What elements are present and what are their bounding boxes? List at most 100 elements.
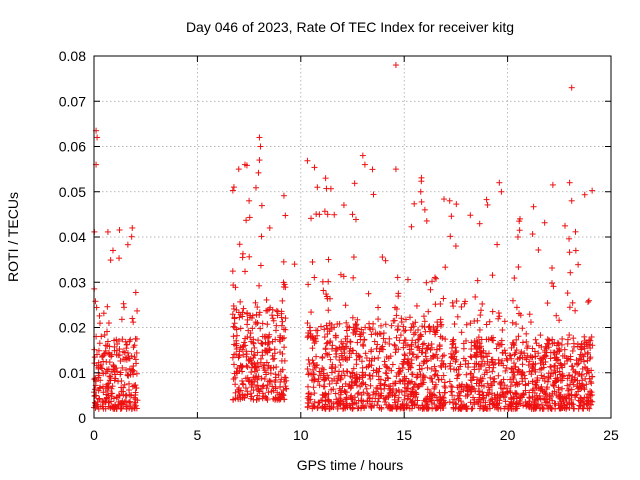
data-point — [431, 383, 438, 390]
data-point — [328, 386, 335, 393]
data-point — [559, 335, 566, 342]
data-point — [479, 300, 486, 307]
data-point — [230, 302, 237, 309]
data-point — [406, 350, 413, 357]
data-point — [263, 296, 270, 303]
data-point — [481, 371, 488, 378]
data-point — [311, 164, 318, 171]
data-point — [460, 340, 467, 347]
data-point — [327, 356, 334, 363]
data-point — [438, 357, 445, 364]
data-point — [281, 344, 288, 351]
data-point — [471, 366, 478, 373]
data-point — [241, 161, 248, 168]
data-point — [256, 388, 263, 395]
data-point — [240, 381, 247, 388]
data-point — [266, 377, 273, 384]
data-point — [322, 393, 329, 400]
data-point — [481, 404, 488, 411]
data-point — [246, 197, 253, 204]
data-point — [358, 380, 365, 387]
data-point — [474, 339, 481, 346]
data-point — [471, 351, 478, 358]
data-point — [551, 349, 558, 356]
data-point — [475, 396, 482, 403]
data-point — [581, 191, 588, 198]
data-point — [564, 336, 571, 343]
data-point — [552, 369, 559, 376]
data-point — [356, 353, 363, 360]
data-point — [423, 217, 430, 224]
data-point — [381, 381, 388, 388]
data-point — [334, 377, 341, 384]
data-point — [263, 359, 270, 366]
data-point — [94, 351, 101, 358]
data-point — [425, 308, 432, 315]
data-point — [282, 212, 289, 219]
data-point — [349, 395, 356, 402]
data-point — [333, 396, 340, 403]
data-point — [573, 391, 580, 398]
data-point — [263, 347, 270, 354]
data-point — [105, 392, 112, 399]
data-point — [377, 331, 384, 338]
data-point — [326, 380, 333, 387]
data-point — [131, 394, 138, 401]
data-point — [320, 366, 327, 373]
data-point — [398, 388, 405, 395]
data-point — [523, 338, 530, 345]
data-point — [511, 372, 518, 379]
data-point — [567, 353, 574, 360]
data-point — [496, 179, 503, 186]
data-point — [381, 358, 388, 365]
data-point — [448, 213, 455, 220]
data-point — [439, 335, 446, 342]
data-point — [538, 401, 545, 408]
data-point — [337, 346, 344, 353]
data-point — [307, 330, 314, 337]
data-point — [308, 309, 315, 316]
chart-title: Day 046 of 2023, Rate Of TEC Index for r… — [186, 19, 514, 35]
data-point — [96, 312, 103, 319]
data-point — [479, 358, 486, 365]
data-point — [94, 399, 101, 406]
data-point — [236, 392, 243, 399]
data-point — [415, 336, 422, 343]
data-point — [424, 357, 431, 364]
data-point — [576, 355, 583, 362]
data-point — [511, 342, 518, 349]
data-point — [575, 388, 582, 395]
data-point — [230, 396, 237, 403]
data-point — [359, 379, 366, 386]
data-point — [421, 318, 428, 325]
data-point — [239, 363, 246, 370]
data-point — [475, 334, 482, 341]
data-point — [510, 393, 517, 400]
data-point — [229, 268, 236, 275]
data-point — [556, 368, 563, 375]
data-point — [233, 370, 240, 377]
data-point — [343, 354, 350, 361]
data-point — [494, 397, 501, 404]
y-tick-label: 0.01 — [59, 365, 86, 381]
data-point — [569, 299, 576, 306]
data-point — [587, 388, 594, 395]
data-point — [506, 352, 513, 359]
data-point — [475, 382, 482, 389]
data-point — [442, 336, 449, 343]
data-point — [273, 307, 280, 314]
data-point — [247, 312, 254, 319]
data-point — [483, 196, 490, 203]
data-point — [436, 396, 443, 403]
data-point — [550, 382, 557, 389]
data-point — [269, 315, 276, 322]
data-point — [409, 337, 416, 344]
data-point — [477, 312, 484, 319]
data-point — [373, 390, 380, 397]
y-tick-label: 0.02 — [59, 320, 86, 336]
data-point — [259, 390, 266, 397]
data-point — [304, 365, 311, 372]
data-point — [352, 320, 359, 327]
data-point — [425, 342, 432, 349]
data-point — [392, 349, 399, 356]
